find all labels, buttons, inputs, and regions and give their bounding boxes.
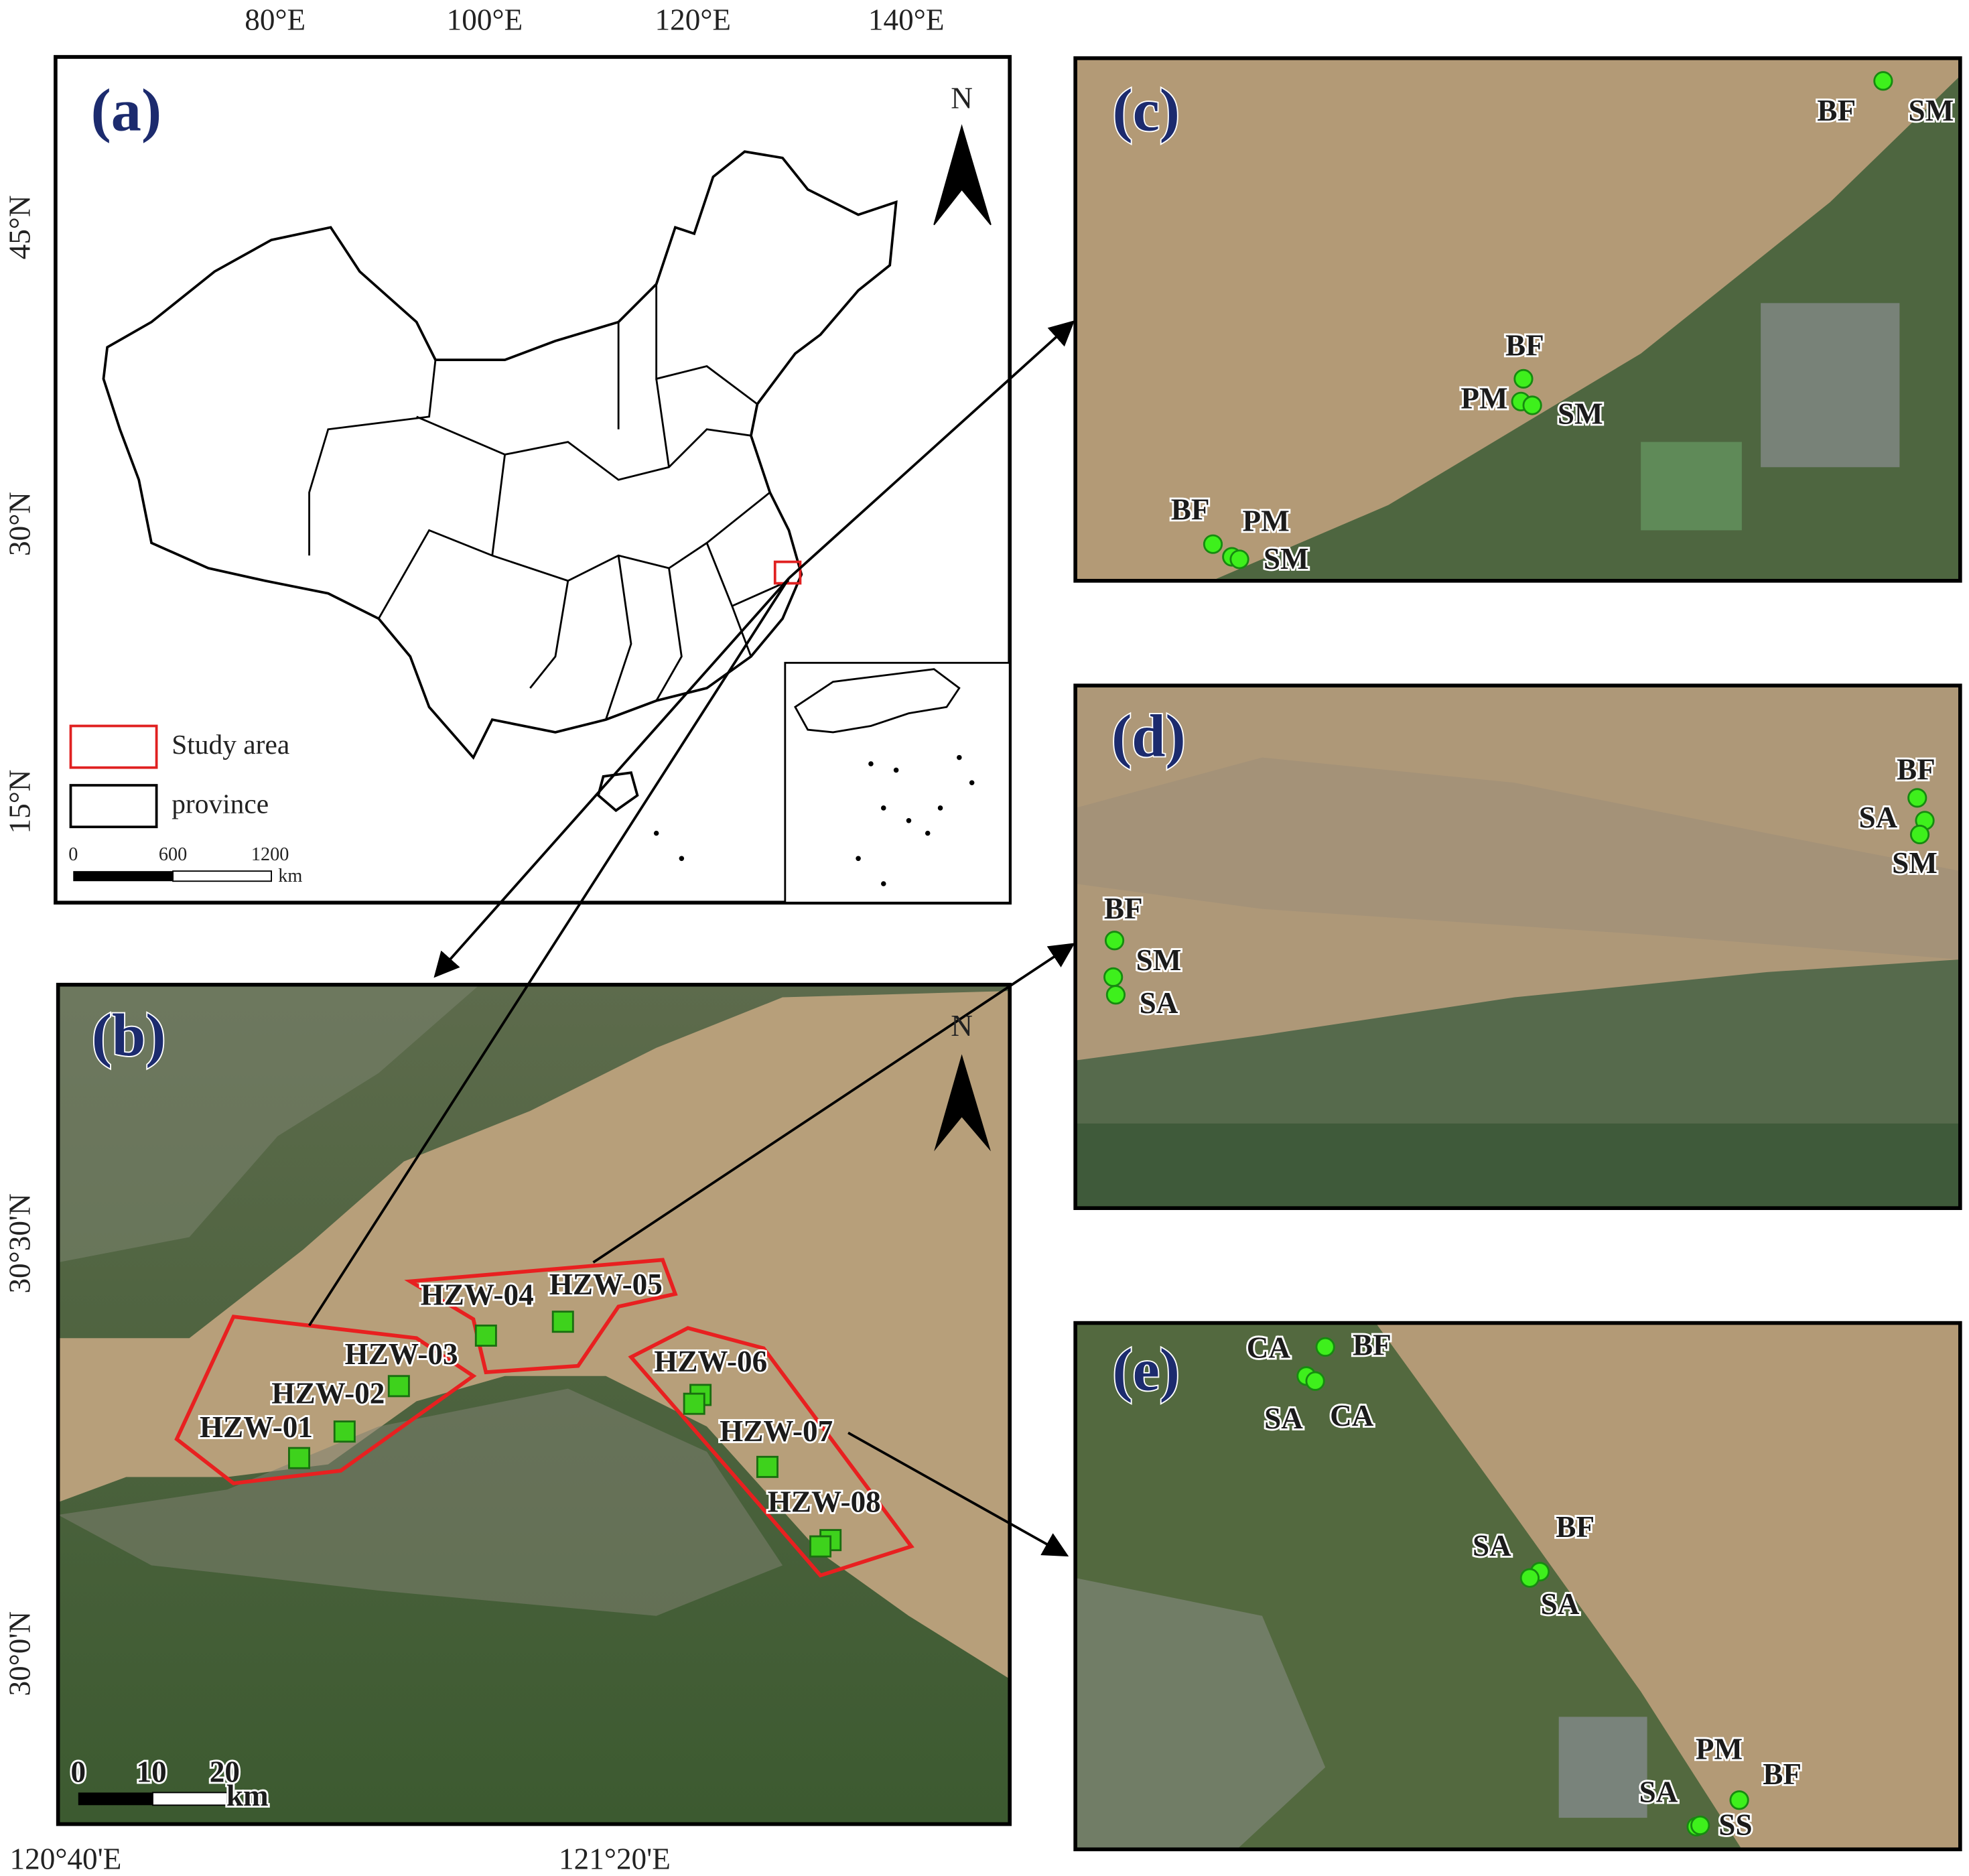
site-markers	[1296, 1337, 1749, 1836]
site-name: HZW-08	[768, 1485, 881, 1518]
site-name: HZW-04	[421, 1278, 534, 1311]
lon-tick-label: 100°E	[447, 3, 523, 36]
turbid-water	[1075, 757, 1960, 960]
scale-label: 1200	[251, 844, 289, 865]
lat-tick-label: 30°30'N	[3, 1193, 36, 1293]
site-label: BF	[1353, 1329, 1391, 1362]
urban-area	[58, 1388, 783, 1616]
site-label: SA	[1639, 1776, 1678, 1809]
legend-swatch-province	[69, 784, 158, 829]
frame	[1073, 1321, 1962, 1852]
study-area-box	[773, 560, 802, 585]
legend-label: province	[172, 789, 269, 819]
panel-label: (e)	[1112, 1335, 1179, 1403]
pond	[1641, 442, 1742, 531]
legend-swatch-study	[69, 724, 158, 769]
scale-unit: km	[278, 866, 302, 886]
site-markers	[288, 1311, 842, 1558]
site-name: HZW-03	[345, 1337, 458, 1371]
site-markers	[1203, 71, 1893, 570]
lat-tick-label: 30°N	[3, 492, 36, 556]
site-name: HZW-02	[271, 1376, 385, 1410]
site-label: SM	[1909, 94, 1954, 127]
inset-coast	[794, 668, 961, 734]
site-label: BF	[1171, 492, 1210, 526]
site-label: BF	[1104, 892, 1143, 925]
scale-bar	[73, 871, 174, 882]
panel-label: (d)	[1111, 702, 1186, 770]
scale-label: 600	[159, 844, 187, 865]
north-arrow	[934, 1054, 991, 1152]
frame	[1073, 683, 1962, 1210]
panel-label: (b)	[92, 1001, 166, 1069]
inset-islands	[653, 754, 975, 886]
panel-d	[1073, 683, 1962, 1210]
site-label: SM	[1892, 846, 1938, 880]
panel-a	[54, 55, 1012, 905]
lon-tick-label: 80°E	[245, 3, 305, 36]
site-label: SA	[1473, 1529, 1511, 1562]
lat-tick-label: 15°N	[3, 770, 36, 834]
estuary-water	[58, 991, 1010, 1679]
site-label: PM	[1461, 382, 1507, 415]
scale-unit: km	[226, 1779, 269, 1812]
frame	[56, 982, 1012, 1826]
site-label: BF	[1817, 94, 1856, 127]
lat-tick-label: 30°0'N	[3, 1611, 36, 1696]
lon-tick-label: 120°40'E	[10, 1842, 122, 1875]
site-label: SA	[1858, 801, 1897, 834]
site-name: HZW-01	[200, 1410, 313, 1444]
scale-label: 0	[71, 1755, 86, 1788]
site-name: HZW-05	[549, 1268, 663, 1301]
site-label: BF	[1505, 329, 1544, 362]
site-label: CA	[1247, 1331, 1291, 1364]
site-name: HZW-06	[654, 1345, 767, 1378]
site-label: SM	[1136, 943, 1182, 977]
urban-area	[1558, 1717, 1647, 1818]
scale-label: 0	[68, 844, 78, 865]
site-label: PM	[1242, 504, 1289, 537]
north-label: N	[951, 1009, 973, 1043]
site-label: CA	[1330, 1399, 1374, 1432]
site-label: SM	[1264, 542, 1309, 576]
site-label: SA	[1264, 1402, 1303, 1435]
panel-c	[1073, 56, 1962, 583]
urban-area	[58, 984, 480, 1263]
lat-tick-label: 45°N	[3, 195, 36, 259]
urban-area	[1075, 1578, 1326, 1850]
frame	[1073, 56, 1962, 583]
north-label: N	[951, 81, 973, 115]
scale-bar	[152, 1792, 228, 1806]
site-label: SA	[1140, 986, 1178, 1020]
scale-bar	[78, 1792, 153, 1806]
connectors	[308, 320, 1075, 1557]
scale-label: 10	[136, 1755, 166, 1788]
lon-tick-label: 120°E	[655, 3, 732, 36]
north-arrow	[933, 124, 992, 226]
scale-label: 20	[210, 1755, 240, 1788]
site-markers	[1103, 788, 1935, 1005]
site-label: SA	[1541, 1587, 1580, 1621]
province-lines	[308, 284, 790, 720]
site-label: BF	[1556, 1510, 1594, 1544]
site-label: SM	[1558, 397, 1603, 430]
urban-area	[1761, 303, 1900, 468]
site-label: BF	[1897, 753, 1936, 787]
site-label: SS	[1718, 1808, 1752, 1842]
site-label: BF	[1763, 1757, 1802, 1791]
panel-label: (c)	[1112, 76, 1179, 143]
legend-label: Study area	[172, 729, 289, 760]
lon-tick-label: 121°20'E	[559, 1842, 671, 1875]
site-name: HZW-07	[720, 1414, 833, 1448]
inset	[784, 661, 1011, 904]
site-label: PM	[1696, 1733, 1743, 1766]
fields	[1075, 1123, 1960, 1209]
lon-tick-label: 140°E	[868, 3, 945, 36]
panel-b	[56, 982, 1012, 1826]
panel-e	[1073, 1321, 1962, 1852]
scale-bar	[172, 870, 272, 882]
panel-label: (a)	[91, 76, 161, 143]
